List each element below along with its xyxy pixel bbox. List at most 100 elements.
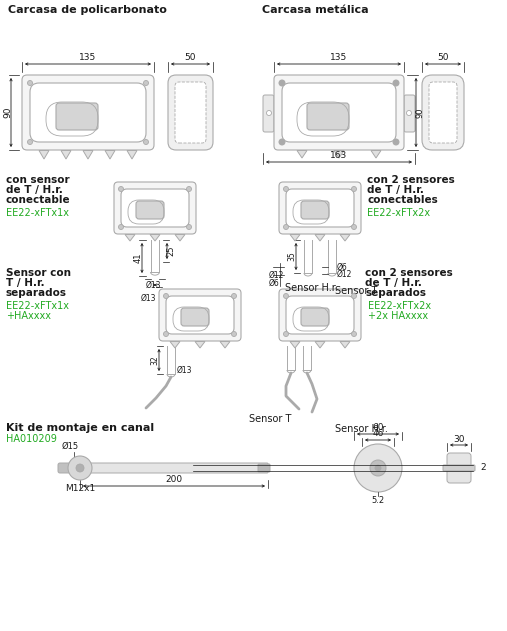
Text: 41: 41 [133,253,142,263]
FancyBboxPatch shape [286,296,354,334]
Text: Ø13: Ø13 [177,365,193,375]
Circle shape [351,293,356,298]
Text: 200: 200 [165,476,183,485]
Circle shape [351,187,356,191]
FancyBboxPatch shape [136,201,164,219]
FancyBboxPatch shape [58,463,76,473]
FancyBboxPatch shape [282,83,396,142]
Text: 90: 90 [4,107,13,118]
Text: EE22-xFTx2x: EE22-xFTx2x [368,301,431,311]
Polygon shape [127,151,137,159]
Text: conectables: conectables [367,195,438,205]
Polygon shape [334,151,344,158]
FancyBboxPatch shape [22,75,154,150]
FancyBboxPatch shape [56,103,98,130]
Polygon shape [340,235,350,241]
FancyBboxPatch shape [258,464,270,472]
Polygon shape [315,235,325,241]
FancyBboxPatch shape [279,289,361,341]
FancyBboxPatch shape [121,189,189,227]
FancyBboxPatch shape [301,308,329,326]
Circle shape [143,81,149,85]
Text: 50: 50 [437,54,449,62]
FancyBboxPatch shape [274,75,404,150]
FancyBboxPatch shape [159,289,241,341]
Circle shape [119,187,124,191]
FancyBboxPatch shape [181,308,209,326]
Text: conectable: conectable [6,195,70,205]
FancyBboxPatch shape [422,75,464,150]
Text: de T / H.r.: de T / H.r. [6,185,63,195]
Text: 30: 30 [453,435,465,444]
Text: +2x HAxxxx: +2x HAxxxx [368,311,428,321]
Circle shape [370,460,386,476]
Circle shape [393,139,399,145]
Circle shape [283,331,288,336]
Circle shape [354,444,402,492]
Circle shape [119,225,124,230]
Polygon shape [125,235,135,241]
Polygon shape [290,235,300,241]
Polygon shape [175,235,185,241]
Polygon shape [290,341,300,348]
Circle shape [76,464,84,472]
FancyBboxPatch shape [114,182,196,234]
Circle shape [351,225,356,230]
Polygon shape [61,151,71,159]
Text: con 2 sensores: con 2 sensores [365,268,453,278]
Text: Ø13: Ø13 [140,294,156,303]
Text: 5.2: 5.2 [372,496,385,505]
Text: Ø15: Ø15 [61,442,79,451]
Text: separados: separados [6,288,67,298]
Polygon shape [220,341,230,348]
Circle shape [283,225,288,230]
Polygon shape [195,341,205,348]
Polygon shape [340,341,350,348]
Polygon shape [83,151,93,159]
Circle shape [267,110,272,115]
FancyBboxPatch shape [429,82,457,143]
Text: +HAxxxx: +HAxxxx [6,311,51,321]
Text: Sensor T: Sensor T [335,286,377,296]
Circle shape [375,465,381,471]
Polygon shape [170,341,180,348]
Circle shape [68,456,92,480]
Text: EE22-xFTx1x: EE22-xFTx1x [6,208,69,218]
Text: de T / H.r.: de T / H.r. [367,185,424,195]
Circle shape [279,139,285,145]
Text: Kit de montaje en canal: Kit de montaje en canal [6,423,154,433]
Text: 50: 50 [185,54,196,62]
FancyBboxPatch shape [307,103,349,130]
Text: Ø6: Ø6 [337,262,348,271]
Text: EE22-xFTx1x: EE22-xFTx1x [6,301,69,311]
Polygon shape [105,151,115,159]
Text: 2: 2 [480,464,486,473]
FancyBboxPatch shape [286,189,354,227]
Text: 135: 135 [80,54,97,62]
Circle shape [163,293,168,298]
Text: Ø12: Ø12 [337,269,352,278]
Text: 90: 90 [416,107,424,118]
Text: 46: 46 [372,430,384,439]
Text: Sensor con: Sensor con [6,268,71,278]
Text: Ø13: Ø13 [145,281,161,290]
Circle shape [187,187,192,191]
Text: 25: 25 [166,245,175,256]
Circle shape [232,331,236,336]
Text: Sensor T: Sensor T [249,414,291,424]
Circle shape [351,331,356,336]
FancyBboxPatch shape [447,453,471,483]
Text: M12x1: M12x1 [65,484,95,493]
Text: 163: 163 [331,151,348,160]
Text: Sensor H.r.: Sensor H.r. [285,283,338,293]
FancyBboxPatch shape [175,82,206,143]
Circle shape [27,81,32,85]
Polygon shape [315,341,325,348]
Text: Ø6: Ø6 [269,279,280,288]
FancyBboxPatch shape [404,95,415,132]
Polygon shape [39,151,49,159]
Text: 35: 35 [287,252,297,261]
FancyBboxPatch shape [30,83,146,142]
Text: 32: 32 [151,355,160,365]
Circle shape [393,80,399,86]
